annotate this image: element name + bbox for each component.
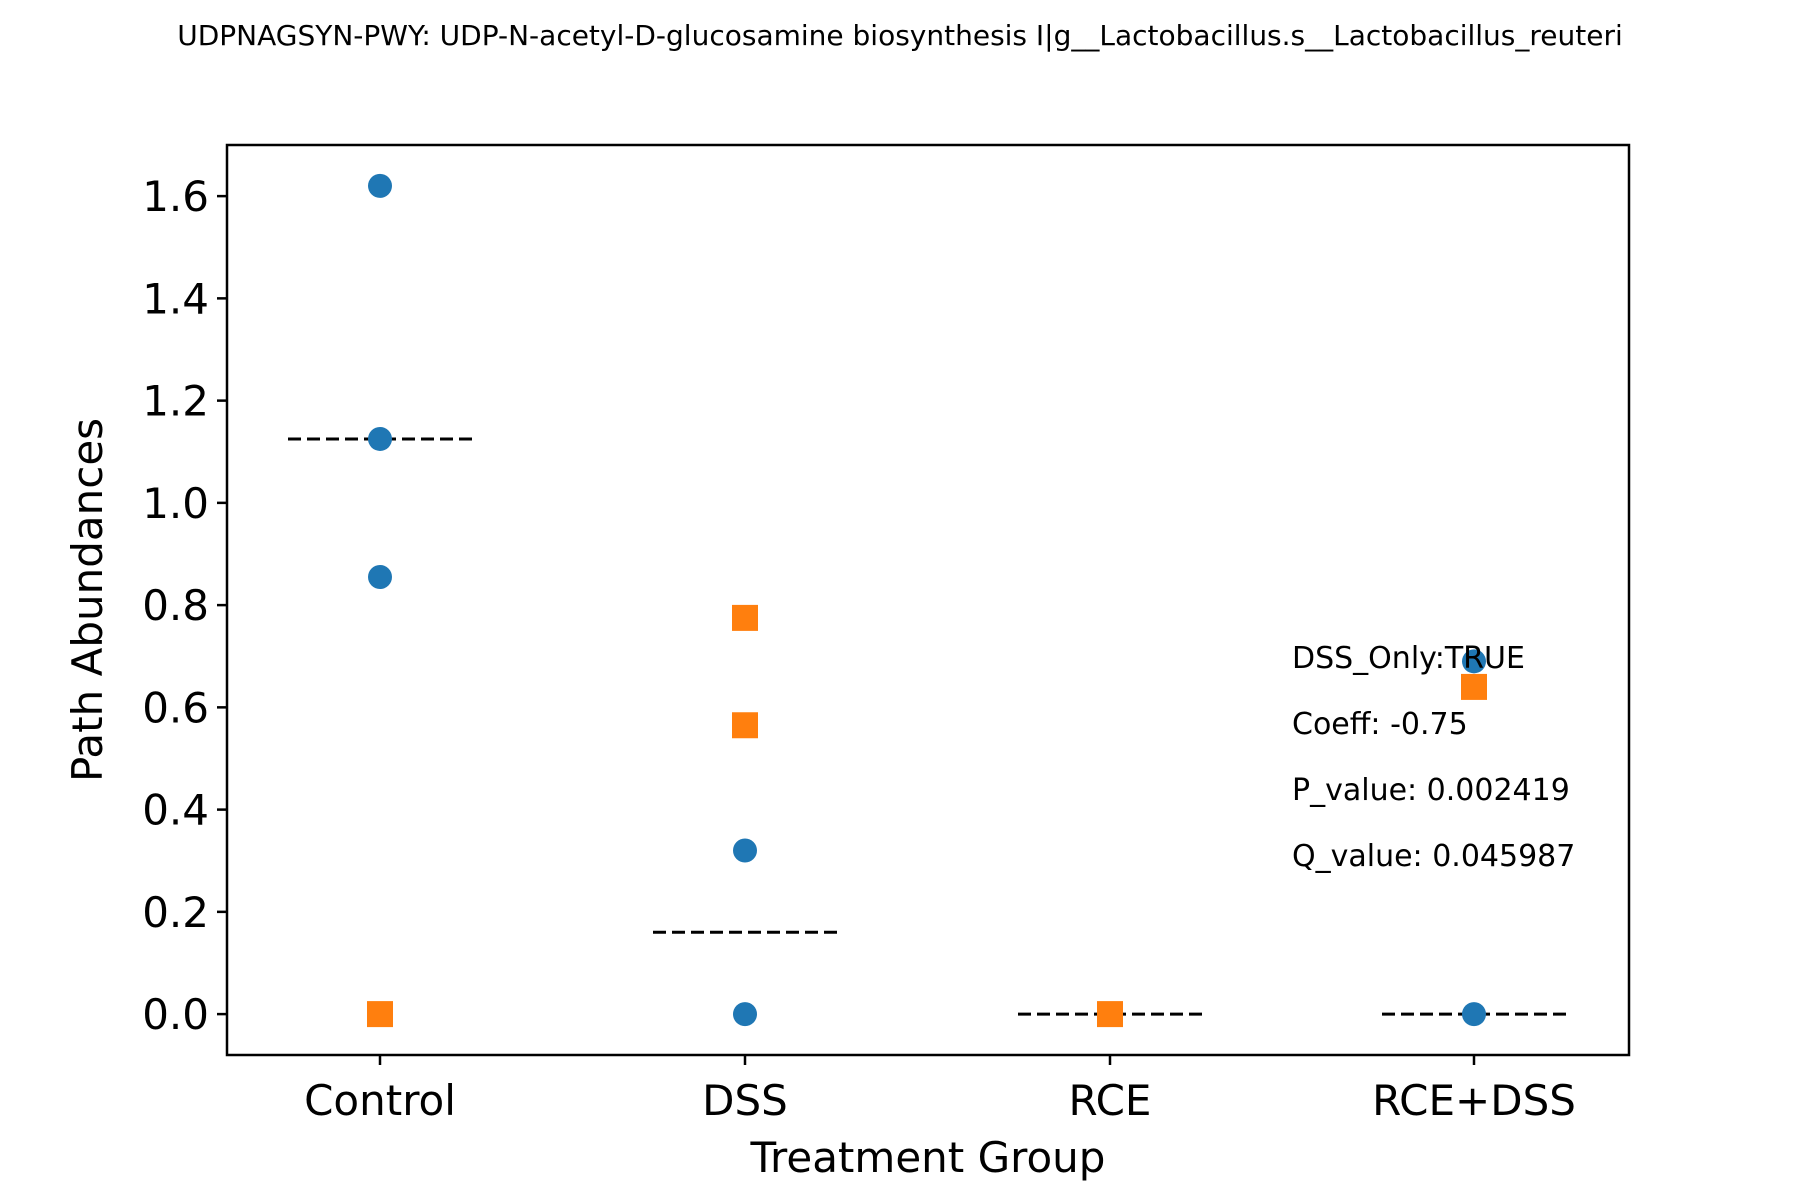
data-point-circle <box>733 1002 757 1027</box>
data-point-circle <box>368 173 392 198</box>
data-point-square <box>367 1001 393 1028</box>
x-tick-label: RCE+DSS <box>1372 1076 1576 1125</box>
x-axis-title: Treatment Group <box>750 1133 1106 1182</box>
stats-annotation: Coeff: -0.75 <box>1292 707 1468 742</box>
y-axis-title: Path Abundances <box>63 418 112 782</box>
data-point-square <box>732 604 758 631</box>
x-tick-label: RCE <box>1069 1076 1152 1125</box>
stats-annotation: DSS_Only:TRUE <box>1292 641 1525 676</box>
data-point-square <box>1461 673 1487 700</box>
y-tick-label: 1.4 <box>142 274 209 323</box>
data-point-square <box>1097 1001 1123 1028</box>
data-point-circle <box>368 564 392 589</box>
data-point-circle <box>733 838 757 863</box>
y-tick-label: 0.0 <box>142 990 209 1039</box>
y-tick-label: 1.0 <box>142 479 209 528</box>
y-tick-label: 1.6 <box>142 172 209 221</box>
chart-title: UDPNAGSYN-PWY: UDP-N-acetyl-D-glucosamin… <box>177 19 1623 52</box>
y-tick-label: 0.6 <box>142 683 209 732</box>
plot-frame <box>225 143 1631 1057</box>
x-tick-label: DSS <box>702 1076 788 1125</box>
stats-annotation: Q_value: 0.045987 <box>1292 839 1575 874</box>
y-tick-label: 0.2 <box>142 888 209 937</box>
data-point-circle <box>1462 649 1486 674</box>
data-point-circle <box>1462 1002 1486 1027</box>
y-tick-label: 1.2 <box>142 377 209 426</box>
stats-annotation: P_value: 0.002419 <box>1292 773 1570 808</box>
y-tick-label: 0.8 <box>142 581 209 630</box>
data-point-circle <box>368 426 392 451</box>
x-tick-label: Control <box>304 1076 456 1125</box>
y-tick-label: 0.4 <box>142 786 209 835</box>
data-point-square <box>732 712 758 739</box>
